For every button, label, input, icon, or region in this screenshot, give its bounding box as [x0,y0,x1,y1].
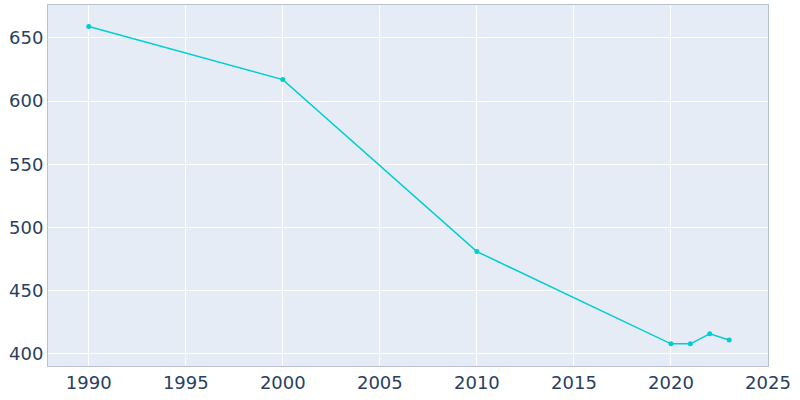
svg-text:2025: 2025 [745,372,791,393]
svg-text:2015: 2015 [551,372,597,393]
svg-text:2000: 2000 [260,372,306,393]
svg-text:2020: 2020 [648,372,694,393]
svg-text:1990: 1990 [66,372,112,393]
svg-text:2010: 2010 [454,372,500,393]
svg-text:1995: 1995 [163,372,209,393]
svg-text:450: 450 [9,280,43,301]
svg-text:500: 500 [9,217,43,238]
svg-text:2005: 2005 [357,372,403,393]
svg-text:600: 600 [9,90,43,111]
svg-text:650: 650 [9,27,43,48]
svg-text:550: 550 [9,154,43,175]
svg-text:400: 400 [9,343,43,364]
